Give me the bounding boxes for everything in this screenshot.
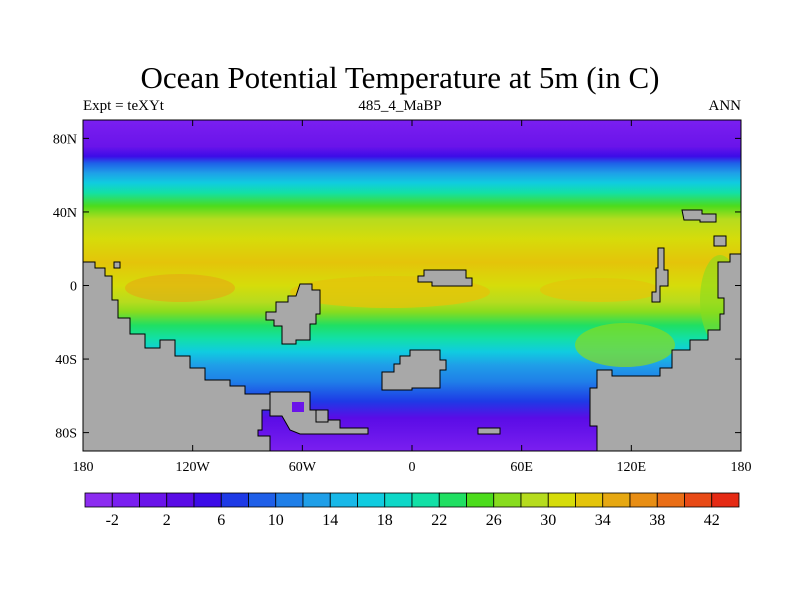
colorbar-swatch [302,492,331,508]
lon-tick-label: 0 [409,460,416,475]
land-north-island [417,269,473,287]
colorbar-swatch [438,492,467,508]
warm-pool-east-pacific [125,274,235,302]
cool-tongue-southwest [575,323,675,367]
colorbar-swatch [629,492,658,508]
colorbar-label: 10 [268,512,284,529]
colorbar-swatch [547,492,576,508]
colorbar-label: 42 [704,512,720,529]
colorbar-label: -2 [106,512,119,529]
warm-pool-indian [540,278,660,302]
lon-tick-label: 120E [617,460,647,475]
land-mid-ocean-block [381,349,447,391]
lon-tick-label: 180 [73,460,94,475]
colorbar-label: 38 [649,512,665,529]
land-south-sliver [477,427,501,435]
colorbar-swatch [711,492,740,508]
polar-sea-patch [292,402,304,412]
colorbar-label: 34 [595,512,611,529]
lon-tick-label: 180 [731,460,752,475]
colorbar-label: 14 [322,512,338,529]
colorbar-label: 18 [377,512,393,529]
lat-tick-label: 0 [70,280,77,295]
colorbar-swatch [248,492,277,508]
land-small-west-islet [113,261,121,269]
colorbar-label: 2 [163,512,171,529]
land-east-continent [589,253,741,451]
longitude-axis: 180 120W 60W 0 60E 120E 180 [73,120,752,475]
colorbar-label: 26 [486,512,502,529]
land-northeast-strip [681,209,717,223]
colorbar-label: 30 [540,512,556,529]
time-label: 485_4_MaBP [358,98,442,114]
colorbar-swatch [384,492,413,508]
colorbar-swatch [684,492,713,508]
lon-tick-label: 60W [289,460,317,475]
map-title: Ocean Potential Temperature at 5m (in C) [140,60,660,95]
colorbar-swatch [111,492,140,508]
land-west-continent [83,261,271,451]
lon-tick-label: 120W [176,460,211,475]
colorbar-swatch [520,492,549,508]
colorbar-swatch [357,492,386,508]
lat-tick-label: 40N [53,206,77,221]
colorbar-swatch [166,492,195,508]
colorbar-swatch [84,492,113,508]
latitude-axis: 80N 40N 0 40S 80S [53,132,741,442]
colorbar-label: 22 [431,512,447,529]
experiment-label: Expt = teXYt [83,98,164,114]
colorbar-swatch [411,492,440,508]
lon-tick-label: 60E [510,460,533,475]
colorbar-swatch [602,492,631,508]
colorbar: -2 2 6 10 14 18 22 26 30 34 38 42 [84,492,740,529]
colorbar-swatch [575,492,604,508]
land-eastern-ridge [651,247,669,303]
land-south-island [315,409,329,423]
lat-tick-label: 80N [53,132,77,147]
season-label: ANN [708,98,742,114]
colorbar-swatch [466,492,495,508]
colorbar-swatch [220,492,249,508]
colorbar-swatch [275,492,304,508]
lat-tick-label: 40S [55,353,77,368]
colorbar-swatch [329,492,358,508]
colorbar-label: 6 [217,512,225,529]
land-small-northeast-islet [713,235,727,247]
land-central-island [265,283,321,345]
colorbar-swatch [656,492,685,508]
colorbar-swatch [493,492,522,508]
colorbar-swatch [193,492,222,508]
colorbar-swatch [139,492,168,508]
lat-tick-label: 80S [55,427,77,442]
